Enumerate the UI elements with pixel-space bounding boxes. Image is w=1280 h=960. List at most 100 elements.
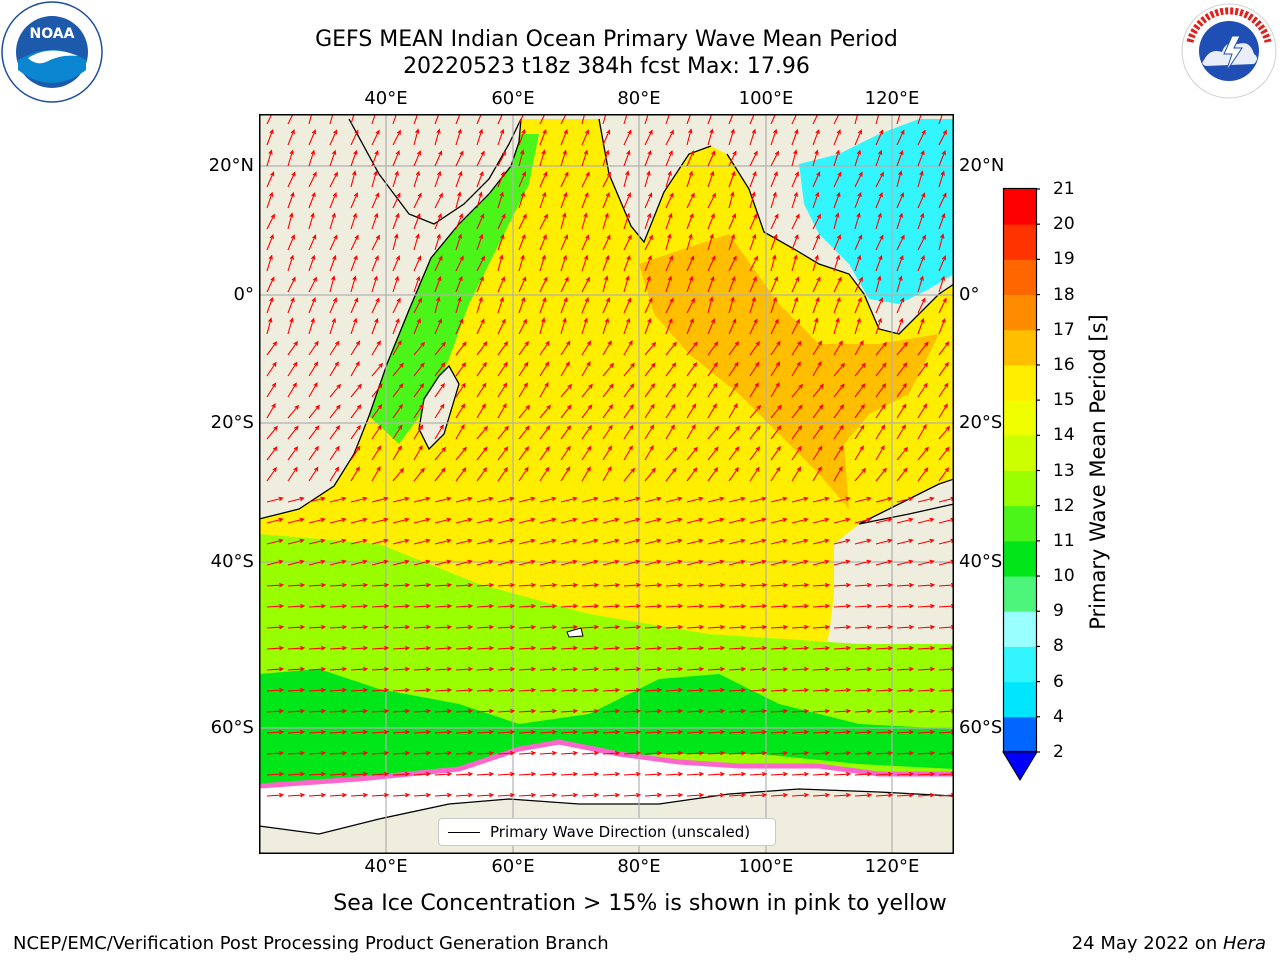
wave-direction-arrow bbox=[518, 213, 527, 230]
wave-direction-arrow bbox=[350, 129, 359, 146]
wave-direction-arrow bbox=[497, 666, 516, 672]
wave-direction-arrow bbox=[686, 233, 693, 251]
wave-direction-arrow bbox=[539, 234, 547, 251]
wave-direction-arrow bbox=[287, 624, 306, 630]
wave-direction-arrow bbox=[812, 687, 831, 693]
wave-direction-arrow bbox=[371, 149, 379, 167]
wave-direction-arrow bbox=[308, 517, 326, 524]
wave-direction-arrow bbox=[539, 466, 550, 482]
wave-direction-arrow bbox=[728, 255, 737, 272]
wave-direction-arrow bbox=[518, 538, 536, 545]
wave-direction-arrow bbox=[308, 771, 327, 777]
wave-direction-arrow bbox=[665, 424, 675, 440]
wave-direction-arrow bbox=[455, 233, 463, 251]
wave-direction-arrow bbox=[581, 276, 590, 293]
wave-direction-arrow bbox=[434, 559, 452, 566]
wave-direction-arrow bbox=[329, 582, 348, 588]
wave-direction-arrow bbox=[728, 128, 735, 146]
wave-direction-arrow bbox=[560, 771, 579, 777]
wave-direction-arrow bbox=[329, 361, 339, 377]
wave-direction-arrow bbox=[434, 603, 453, 609]
wave-direction-arrow bbox=[476, 771, 495, 777]
colorbar-tick-label: 14 bbox=[1053, 425, 1075, 446]
wave-direction-arrow bbox=[896, 559, 914, 566]
wave-direction-arrow bbox=[329, 729, 348, 735]
wave-direction-arrow bbox=[434, 582, 453, 588]
wave-direction-arrow bbox=[413, 275, 421, 293]
wave-direction-arrow bbox=[287, 254, 295, 272]
wave-direction-arrow bbox=[875, 645, 894, 651]
wave-direction-arrow bbox=[623, 170, 630, 188]
wave-direction-arrow bbox=[560, 276, 569, 293]
southeast-asia-coastline bbox=[726, 153, 954, 335]
wave-direction-arrow bbox=[833, 234, 841, 251]
wave-direction-arrow bbox=[875, 362, 887, 377]
wave-direction-arrow bbox=[329, 275, 336, 293]
wave-direction-arrow bbox=[833, 171, 842, 188]
wave-direction-arrow bbox=[413, 318, 421, 335]
wave-direction-arrow bbox=[329, 129, 338, 146]
wave-direction-arrow bbox=[644, 234, 653, 251]
wave-direction-arrow bbox=[728, 114, 734, 125]
wave-direction-arrow bbox=[686, 624, 705, 630]
wave-direction-arrow bbox=[644, 729, 663, 735]
wave-direction-arrow bbox=[602, 424, 613, 440]
wave-direction-arrow bbox=[350, 538, 368, 545]
wave-direction-arrow bbox=[791, 425, 803, 440]
wave-direction-arrow bbox=[476, 666, 495, 672]
wave-direction-arrow bbox=[392, 708, 411, 714]
wave-direction-arrow bbox=[812, 466, 822, 482]
wave-direction-arrow bbox=[581, 624, 600, 630]
wave-direction-arrow bbox=[686, 666, 705, 672]
wave-direction-arrow bbox=[791, 318, 800, 335]
wave-direction-arrow bbox=[833, 254, 841, 272]
wave-direction-arrow bbox=[371, 645, 390, 651]
wave-direction-arrow bbox=[560, 538, 578, 545]
wave-direction-arrow bbox=[707, 750, 726, 756]
wave-direction-arrow bbox=[812, 792, 831, 798]
wave-direction-arrow bbox=[854, 771, 873, 777]
wave-direction-arrow bbox=[371, 170, 378, 188]
wave-direction-arrow bbox=[686, 559, 704, 566]
lat-label-right-40s: 40°S bbox=[959, 551, 1003, 572]
wave-direction-arrow bbox=[686, 403, 697, 419]
wave-direction-arrow bbox=[917, 666, 936, 672]
wave-direction-arrow bbox=[413, 496, 431, 503]
wave-direction-arrow bbox=[770, 559, 788, 566]
wave-direction-arrow bbox=[476, 645, 495, 651]
wave-direction-arrow bbox=[791, 750, 810, 756]
wave-direction-arrow bbox=[938, 382, 949, 398]
wave-direction-arrow bbox=[917, 403, 928, 419]
wave-direction-arrow bbox=[413, 624, 432, 630]
wave-direction-arrow bbox=[497, 582, 516, 588]
wave-direction-arrow bbox=[287, 750, 306, 756]
wave-direction-arrow bbox=[413, 666, 432, 672]
wave-direction-arrow bbox=[476, 255, 485, 272]
wave-direction-arrow bbox=[917, 234, 926, 251]
colorbar-segment bbox=[1003, 576, 1037, 612]
wave-direction-arrow bbox=[581, 466, 591, 482]
wave-direction-arrow bbox=[770, 624, 789, 630]
wave-direction-arrow bbox=[455, 624, 474, 630]
wave-direction-arrow bbox=[707, 296, 714, 314]
wave-direction-arrow bbox=[770, 666, 789, 672]
colorbar-tick-label: 6 bbox=[1053, 671, 1064, 692]
wave-direction-arrow bbox=[812, 603, 831, 609]
wave-direction-arrow bbox=[686, 255, 695, 272]
wave-direction-arrow bbox=[833, 404, 845, 419]
wave-direction-arrow bbox=[518, 276, 527, 293]
wave-direction-arrow bbox=[791, 603, 810, 609]
wave-direction-arrow bbox=[371, 340, 381, 356]
wave-direction-arrow bbox=[392, 792, 411, 798]
wave-direction-arrow bbox=[728, 666, 747, 672]
wave-direction-arrow bbox=[917, 382, 928, 398]
wave-direction-arrow bbox=[602, 517, 620, 524]
wave-direction-arrow bbox=[770, 213, 779, 230]
wave-direction-arrow bbox=[686, 538, 704, 545]
wave-direction-arrow bbox=[665, 212, 673, 230]
wave-direction-arrow bbox=[938, 275, 946, 293]
wave-direction-arrow bbox=[707, 582, 726, 588]
wave-direction-arrow bbox=[707, 114, 713, 125]
wave-direction-arrow bbox=[581, 254, 589, 272]
wave-direction-arrow bbox=[812, 404, 824, 419]
